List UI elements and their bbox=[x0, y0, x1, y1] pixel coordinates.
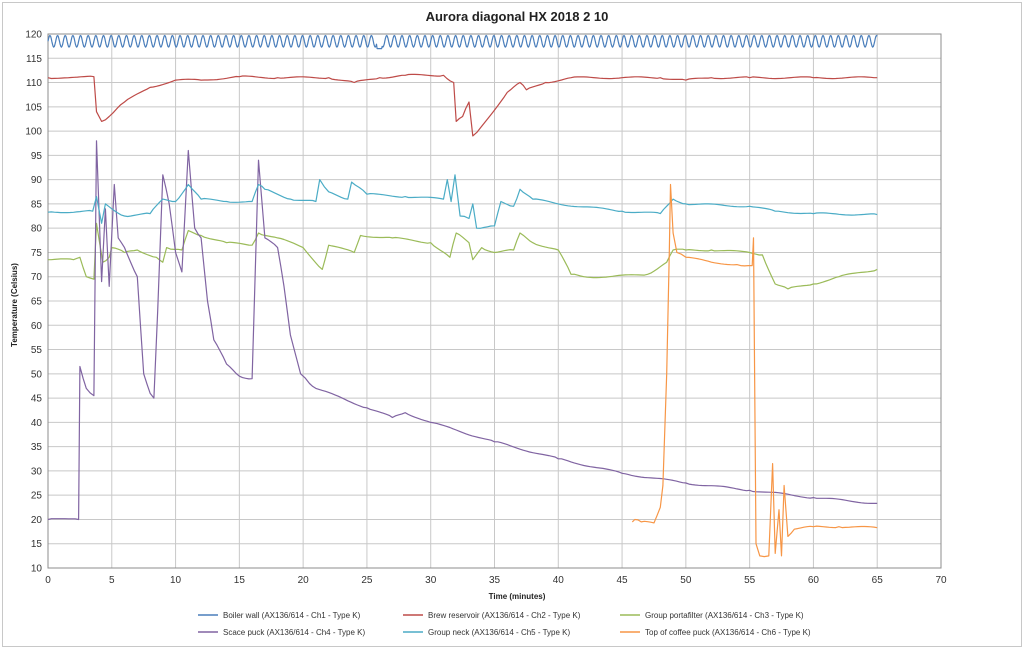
y-axis-ticks: 10 15 20 25 30 35 40 45 50 55 60 65 70 75 80 85 90 95 100 1… bbox=[25, 30, 42, 575]
x-tick-label: 40 bbox=[553, 575, 565, 586]
y-tick-label: 90 bbox=[31, 175, 43, 186]
x-tick-label: 10 bbox=[170, 575, 182, 586]
y-tick-label: 120 bbox=[25, 30, 42, 41]
x-tick-label: 70 bbox=[935, 575, 947, 586]
x-tick-label: 65 bbox=[872, 575, 884, 586]
x-axis-label: Time (minutes) bbox=[489, 592, 546, 601]
chart-title: Aurora diagonal HX 2018 2 10 bbox=[426, 9, 609, 24]
x-tick-label: 55 bbox=[744, 575, 756, 586]
y-tick-label: 25 bbox=[31, 491, 43, 502]
legend-label-ch2: Brew reservoir (AX136/614 - Ch2 - Type K… bbox=[428, 611, 581, 620]
x-tick-label: 50 bbox=[680, 575, 692, 586]
legend-label-ch6: Top of coffee puck (AX136/614 - Ch6 - Ty… bbox=[645, 628, 811, 637]
x-tick-label: 20 bbox=[298, 575, 310, 586]
series-line-ch6 bbox=[631, 183, 878, 558]
x-tick-label: 15 bbox=[234, 575, 246, 586]
y-tick-label: 60 bbox=[31, 321, 43, 332]
x-tick-label: 5 bbox=[109, 575, 115, 586]
x-tick-label: 0 bbox=[45, 575, 51, 586]
y-tick-label: 115 bbox=[26, 54, 42, 65]
y-tick-label: 110 bbox=[26, 78, 42, 89]
x-tick-label: 45 bbox=[617, 575, 629, 586]
y-tick-label: 50 bbox=[31, 369, 43, 380]
series-line-ch4 bbox=[47, 140, 878, 521]
y-tick-label: 95 bbox=[31, 151, 43, 162]
line-chart: Aurora diagonal HX 2018 2 10 0 5 10 15 20 25 3… bbox=[10, 9, 947, 637]
x-tick-label: 30 bbox=[425, 575, 437, 586]
y-tick-label: 100 bbox=[25, 127, 42, 138]
legend-label-ch5: Group neck (AX136/614 - Ch5 - Type K) bbox=[428, 628, 570, 637]
plot-area bbox=[47, 33, 942, 569]
gridlines bbox=[47, 33, 942, 569]
y-tick-label: 85 bbox=[31, 199, 43, 210]
legend-label-ch4: Scace puck (AX136/614 - Ch4 - Type K) bbox=[223, 628, 365, 637]
y-tick-label: 70 bbox=[31, 272, 43, 283]
legend-label-ch3: Group portafilter (AX136/614 - Ch3 - Typ… bbox=[645, 611, 804, 620]
y-axis-label: Temperature (Celsius) bbox=[10, 263, 19, 347]
y-tick-label: 105 bbox=[25, 102, 42, 113]
legend: Boiler wall (AX136/614 - Ch1 - Type K) Br… bbox=[198, 611, 811, 637]
y-tick-label: 75 bbox=[31, 248, 43, 259]
y-tick-label: 35 bbox=[31, 442, 43, 453]
y-tick-label: 45 bbox=[31, 394, 43, 405]
legend-label-ch1: Boiler wall (AX136/614 - Ch1 - Type K) bbox=[223, 611, 361, 620]
y-tick-label: 30 bbox=[31, 466, 43, 477]
y-tick-label: 20 bbox=[31, 515, 43, 526]
series-line-ch5 bbox=[47, 174, 878, 229]
y-tick-label: 10 bbox=[31, 564, 43, 575]
series-line-ch3 bbox=[48, 222, 878, 290]
y-tick-label: 55 bbox=[31, 345, 43, 356]
series-line-ch1 bbox=[47, 34, 878, 50]
x-tick-label: 60 bbox=[808, 575, 820, 586]
y-tick-label: 80 bbox=[31, 224, 43, 235]
x-axis-ticks: 0 5 10 15 20 25 30 35 40 45 50 55 60 65 70 bbox=[45, 575, 947, 586]
series-line-ch2 bbox=[47, 73, 878, 137]
series-lines bbox=[47, 34, 878, 558]
x-tick-label: 35 bbox=[489, 575, 501, 586]
x-tick-label: 25 bbox=[361, 575, 373, 586]
y-tick-label: 40 bbox=[31, 418, 43, 429]
y-tick-label: 65 bbox=[31, 297, 43, 308]
y-tick-label: 15 bbox=[31, 539, 43, 550]
